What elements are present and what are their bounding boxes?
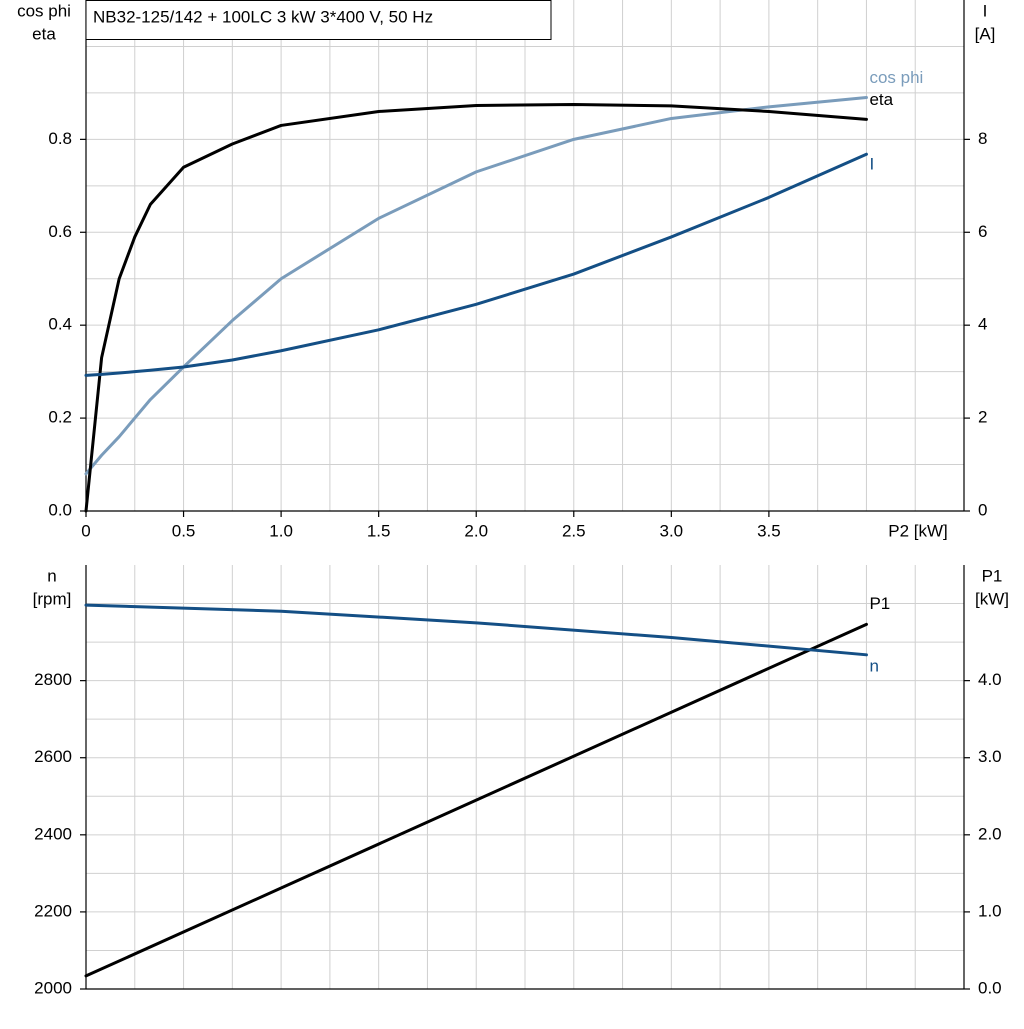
- series-label: eta: [869, 90, 893, 109]
- y2-tick-label: 6: [978, 222, 987, 241]
- y-axis-label: [rpm]: [33, 589, 72, 608]
- series-line: [84, 103, 868, 513]
- y-axis-label: cos phi: [17, 1, 71, 20]
- x-axis-label: P2 [kW]: [888, 521, 948, 540]
- y-tick-label: 2200: [34, 901, 72, 920]
- y2-axis-label: I: [983, 1, 988, 20]
- y-tick-label: 0.6: [48, 222, 72, 241]
- series-label: P1: [869, 594, 890, 613]
- chart-title: NB32-125/142 + 100LC 3 kW 3*400 V, 50 Hz: [93, 7, 433, 26]
- y2-tick-label: 4: [978, 315, 987, 334]
- y2-tick-label: 8: [978, 129, 987, 148]
- y2-axis-label: [kW]: [975, 589, 1009, 608]
- series-label: I: [869, 155, 874, 174]
- x-tick-label: 0: [81, 521, 90, 540]
- y-axis-label: eta: [32, 24, 56, 43]
- x-tick-label: 2.0: [464, 521, 488, 540]
- x-tick-label: 2.5: [562, 521, 586, 540]
- y2-tick-label: 3.0: [978, 747, 1002, 766]
- x-tick-label: 1.5: [367, 521, 391, 540]
- series-line: [84, 96, 868, 476]
- series-line: [84, 622, 868, 978]
- y-tick-label: 0.4: [48, 315, 72, 334]
- series-line: [84, 152, 868, 377]
- y-tick-label: 0.0: [48, 500, 72, 519]
- x-tick-label: 3.0: [660, 521, 684, 540]
- y-axis-label: n: [47, 566, 56, 585]
- y2-axis-label: P1: [982, 566, 1003, 585]
- y2-tick-label: 4.0: [978, 670, 1002, 689]
- x-tick-label: 3.5: [757, 521, 781, 540]
- series-label: n: [869, 656, 878, 675]
- y-tick-label: 2800: [34, 670, 72, 689]
- y2-tick-label: 0.0: [978, 978, 1002, 997]
- series-label: cos phi: [869, 68, 923, 87]
- y2-tick-label: 0: [978, 500, 987, 519]
- y2-tick-label: 2: [978, 408, 987, 427]
- y-tick-label: 2600: [34, 747, 72, 766]
- series-line: [84, 603, 868, 657]
- y2-tick-label: 1.0: [978, 901, 1002, 920]
- y2-tick-label: 2.0: [978, 824, 1002, 843]
- title-box: [85, 0, 552, 40]
- y2-axis-label: [A]: [975, 24, 996, 43]
- y-tick-label: 0.2: [48, 408, 72, 427]
- y-tick-label: 2400: [34, 824, 72, 843]
- x-tick-label: 1.0: [269, 521, 293, 540]
- x-tick-label: 0.5: [172, 521, 196, 540]
- y-tick-label: 0.8: [48, 129, 72, 148]
- y-tick-label: 2000: [34, 978, 72, 997]
